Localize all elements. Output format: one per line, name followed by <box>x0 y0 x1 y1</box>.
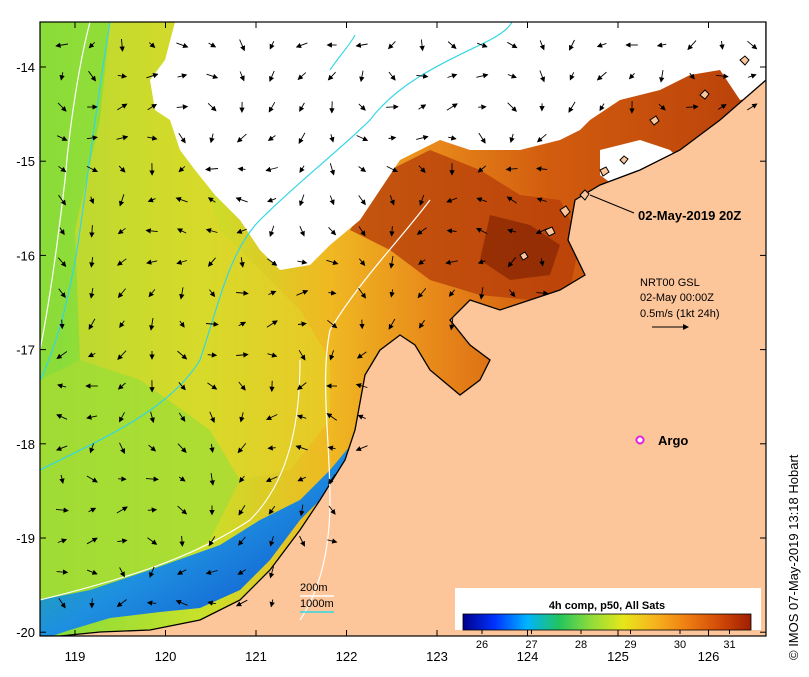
argo-label: Argo <box>658 433 688 448</box>
lat-tick-label: -15 <box>16 154 35 169</box>
timestamp-label: 02-May-2019 20Z <box>638 208 741 223</box>
lat-tick-label: -18 <box>16 437 35 452</box>
colorbar-tick-label: 27 <box>525 639 537 651</box>
lon-tick-label: 119 <box>65 649 86 664</box>
current-scale-label: 0.5m/s (1kt 24h) <box>640 308 719 320</box>
lon-tick-label: 126 <box>698 649 720 664</box>
current-arrow-icon <box>268 448 275 449</box>
colorbar-tick-label: 29 <box>624 639 636 651</box>
lon-tick-label: 120 <box>155 649 177 664</box>
colorbar-title: 4h comp, p50, All Sats <box>549 600 665 612</box>
lat-tick-label: -17 <box>16 343 35 358</box>
colorbar-tick-label: 31 <box>723 639 735 651</box>
lon-tick-label: 121 <box>245 649 267 664</box>
legend-200m-label: 200m <box>300 582 328 594</box>
current-arrow-icon <box>92 598 93 607</box>
colorbar-tick-label: 28 <box>575 639 587 651</box>
lon-tick-label: 125 <box>607 649 629 664</box>
lon-tick-label: 124 <box>517 649 539 664</box>
colorbar-tick-label: 30 <box>674 639 686 651</box>
current-source-label: NRT00 GSL <box>640 277 700 289</box>
lat-tick-label: -19 <box>16 531 35 546</box>
map-layers <box>40 22 809 672</box>
current-arrow-icon <box>62 320 63 329</box>
lat-tick-label: -16 <box>16 248 35 263</box>
current-time-label: 02-May 00:00Z <box>640 292 714 304</box>
current-arrow-icon <box>148 510 156 511</box>
legend-1000m-label: 1000m <box>300 598 334 610</box>
lat-tick-label: -14 <box>16 60 35 75</box>
lon-tick-label: 123 <box>426 649 448 664</box>
lat-tick-label: -20 <box>16 625 35 640</box>
current-arrow-icon <box>386 107 398 108</box>
credit-text: © IMOS 07-May-2019 13:18 Hobart <box>786 454 801 660</box>
lon-tick-label: 122 <box>336 649 358 664</box>
current-arrow-icon <box>208 355 217 356</box>
colorbar-tick-label: 26 <box>476 639 488 651</box>
colorbar <box>463 614 751 630</box>
argo-float-marker <box>637 437 644 444</box>
